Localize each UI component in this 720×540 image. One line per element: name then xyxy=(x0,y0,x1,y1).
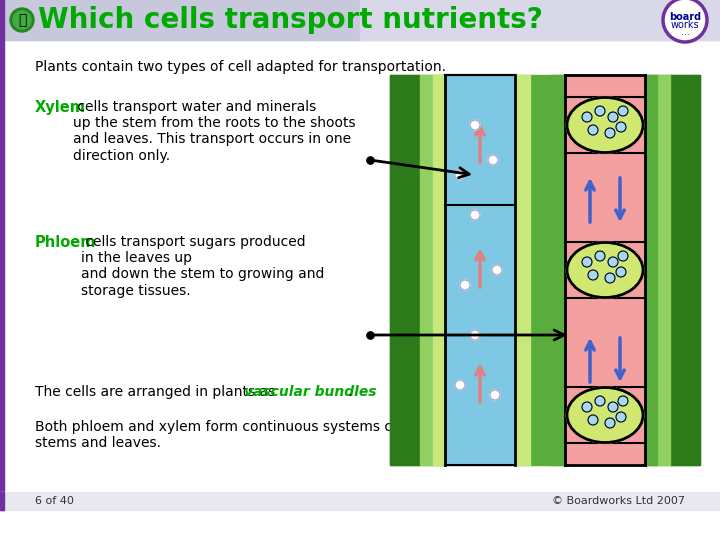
Circle shape xyxy=(618,396,628,406)
Circle shape xyxy=(588,270,598,280)
Text: Xylem: Xylem xyxy=(35,100,86,115)
Bar xyxy=(645,75,670,465)
Bar xyxy=(390,75,700,465)
Text: Both phloem and xylem form continuous systems connecting roots,
stems and leaves: Both phloem and xylem form continuous sy… xyxy=(35,420,505,450)
Bar xyxy=(550,75,565,465)
Circle shape xyxy=(595,106,605,116)
Circle shape xyxy=(470,210,480,220)
Text: 6 of 40: 6 of 40 xyxy=(35,496,74,506)
Circle shape xyxy=(488,155,498,165)
Bar xyxy=(445,75,515,465)
Circle shape xyxy=(455,380,465,390)
Circle shape xyxy=(470,120,480,130)
Text: works: works xyxy=(671,20,699,30)
Text: © Boardworks Ltd 2007: © Boardworks Ltd 2007 xyxy=(552,496,685,506)
Circle shape xyxy=(490,390,500,400)
Circle shape xyxy=(470,330,480,340)
Bar xyxy=(0,492,4,510)
Bar xyxy=(0,40,4,510)
Text: The cells are arranged in plants as: The cells are arranged in plants as xyxy=(35,385,279,399)
Text: Phloem: Phloem xyxy=(35,235,96,250)
Circle shape xyxy=(13,11,31,29)
Circle shape xyxy=(608,257,618,267)
Bar xyxy=(0,492,720,510)
Circle shape xyxy=(492,265,502,275)
Bar xyxy=(670,75,700,465)
Circle shape xyxy=(663,0,707,42)
Circle shape xyxy=(455,170,465,180)
Circle shape xyxy=(582,402,592,412)
Bar xyxy=(645,75,657,465)
Circle shape xyxy=(616,412,626,422)
Text: cells transport sugars produced
in the leaves up
and down the stem to growing an: cells transport sugars produced in the l… xyxy=(81,235,325,298)
Circle shape xyxy=(608,402,618,412)
Circle shape xyxy=(616,122,626,132)
Bar xyxy=(360,0,720,40)
Circle shape xyxy=(605,418,615,428)
Circle shape xyxy=(595,251,605,261)
Bar xyxy=(515,75,530,465)
Bar xyxy=(0,0,4,40)
Bar xyxy=(565,75,645,465)
Text: 🌿: 🌿 xyxy=(18,13,26,27)
Circle shape xyxy=(582,112,592,122)
Circle shape xyxy=(10,8,34,32)
Bar xyxy=(390,75,420,465)
Bar xyxy=(433,75,445,465)
Circle shape xyxy=(595,396,605,406)
Ellipse shape xyxy=(567,242,643,298)
Text: vascular bundles: vascular bundles xyxy=(244,385,377,399)
Circle shape xyxy=(616,267,626,277)
Circle shape xyxy=(460,280,470,290)
Circle shape xyxy=(588,415,598,425)
Text: ...: ... xyxy=(680,27,690,37)
Text: Plants contain two types of cell adapted for transportation.: Plants contain two types of cell adapted… xyxy=(35,60,446,74)
Bar xyxy=(0,40,720,510)
Bar xyxy=(420,75,445,465)
Bar xyxy=(0,0,720,40)
Circle shape xyxy=(605,273,615,283)
Circle shape xyxy=(588,125,598,135)
Ellipse shape xyxy=(567,388,643,442)
Ellipse shape xyxy=(567,98,643,152)
Circle shape xyxy=(618,251,628,261)
Circle shape xyxy=(608,112,618,122)
Text: board: board xyxy=(669,12,701,22)
Circle shape xyxy=(618,106,628,116)
Circle shape xyxy=(605,128,615,138)
Circle shape xyxy=(582,257,592,267)
Text: .: . xyxy=(348,385,352,399)
Text: cells transport water and minerals
up the stem from the roots to the shoots
and : cells transport water and minerals up th… xyxy=(73,100,356,163)
Text: Which cells transport nutrients?: Which cells transport nutrients? xyxy=(38,6,543,34)
